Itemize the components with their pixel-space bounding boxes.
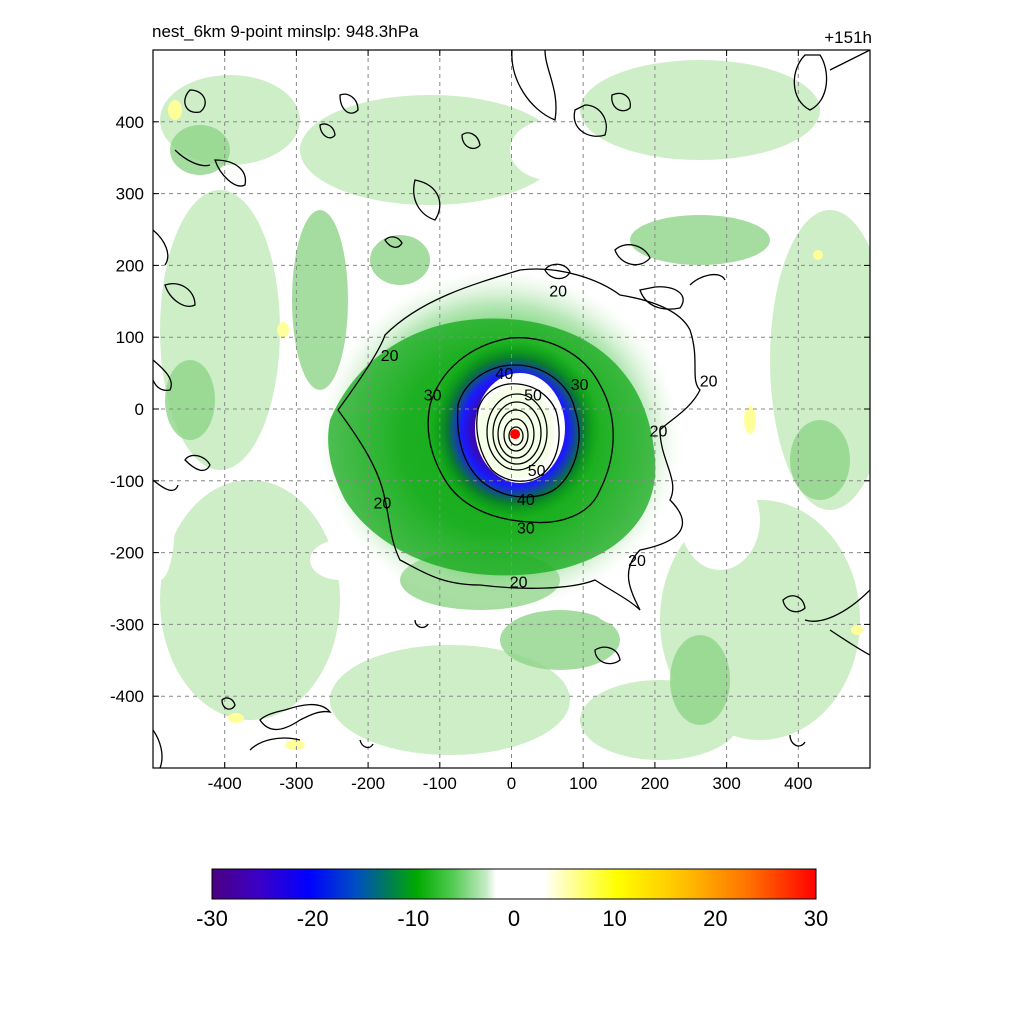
colorbar-tick-label: 30 xyxy=(804,906,828,931)
y-tick-label: -400 xyxy=(110,687,144,706)
x-tick-label: 300 xyxy=(712,774,740,793)
contour-label: 40 xyxy=(517,492,535,509)
y-tick-label: -100 xyxy=(110,472,144,491)
x-tick-label: 400 xyxy=(784,774,812,793)
colorbar: -30 -20 -10 0 10 20 30 xyxy=(196,868,828,931)
x-tick-label: -100 xyxy=(423,774,457,793)
colorbar-tick-label: 10 xyxy=(602,906,626,931)
contour-label: 20 xyxy=(628,553,646,570)
center-marker xyxy=(510,429,521,440)
contour-40 xyxy=(456,364,580,498)
contour-label: 50 xyxy=(524,388,542,405)
chart-title-left: nest_6km 9-point minslp: 948.3hPa xyxy=(152,22,419,41)
colorbar-tick-label: 0 xyxy=(508,906,520,931)
contour-label: 30 xyxy=(571,377,589,394)
y-tick-label: 300 xyxy=(116,185,144,204)
colorbar-tick-label: -30 xyxy=(196,906,228,931)
contour-label: 40 xyxy=(495,366,513,383)
x-tick-label: -300 xyxy=(279,774,313,793)
chart-title-right: +151h xyxy=(824,28,872,47)
contour-label: 50 xyxy=(528,463,546,480)
contour-20 xyxy=(337,268,701,611)
contour-50 xyxy=(476,383,560,482)
x-axis: -400 -300 -200 -100 0 100 200 300 400 xyxy=(208,50,812,793)
contour-label: 30 xyxy=(424,388,442,405)
x-tick-label: 0 xyxy=(507,774,516,793)
x-tick-label: -400 xyxy=(208,774,242,793)
y-tick-label: 100 xyxy=(116,328,144,347)
x-tick-label: -200 xyxy=(351,774,385,793)
contour-label: 20 xyxy=(650,424,668,441)
y-tick-label: 0 xyxy=(135,400,144,419)
y-tick-label: -300 xyxy=(110,615,144,634)
x-tick-label: 200 xyxy=(641,774,669,793)
y-tick-label: 200 xyxy=(116,256,144,275)
contour-label: 20 xyxy=(700,373,718,390)
colorbar-tick-label: -20 xyxy=(297,906,329,931)
colorbar-bar xyxy=(211,868,817,900)
contour-30 xyxy=(427,337,614,524)
y-tick-label: 400 xyxy=(116,113,144,132)
y-axis: 400 300 200 100 0 -100 -200 -300 -400 xyxy=(110,113,870,706)
y-tick-label: -200 xyxy=(110,544,144,563)
colorbar-tick-label: 20 xyxy=(703,906,727,931)
contour-lines xyxy=(153,50,870,768)
contour-label: 20 xyxy=(381,348,399,365)
contour-label: 20 xyxy=(510,574,528,591)
x-tick-label: 100 xyxy=(569,774,597,793)
contour-label: 20 xyxy=(549,284,567,301)
contour-label: 30 xyxy=(517,520,535,537)
shaded-field xyxy=(153,50,870,768)
contour-label: 20 xyxy=(374,495,392,512)
colorbar-tick-label: -10 xyxy=(397,906,429,931)
